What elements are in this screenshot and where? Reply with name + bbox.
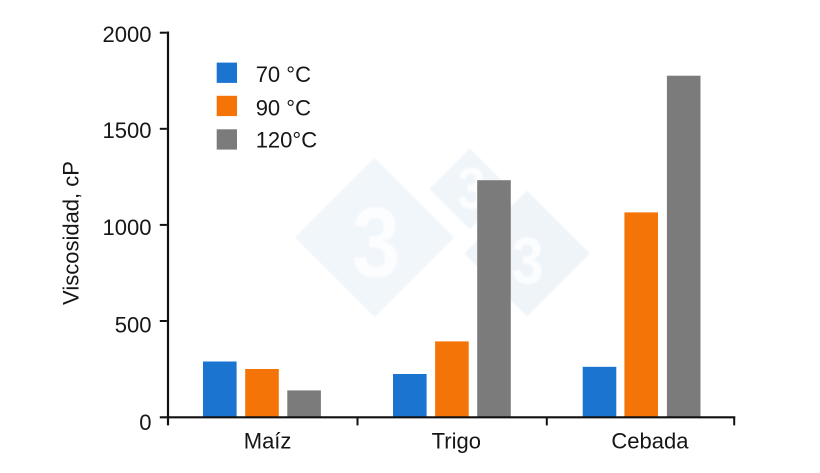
- svg-text:3: 3: [352, 187, 401, 299]
- svg-text:1000: 1000: [103, 215, 152, 240]
- svg-text:2000: 2000: [103, 22, 152, 47]
- svg-text:0: 0: [139, 410, 151, 435]
- svg-text:90 °C: 90 °C: [256, 95, 311, 120]
- svg-text:1500: 1500: [103, 118, 152, 143]
- svg-text:120°C: 120°C: [256, 127, 318, 152]
- svg-text:3: 3: [512, 223, 544, 297]
- svg-text:Trigo: Trigo: [432, 429, 481, 454]
- svg-text:70 °C: 70 °C: [256, 62, 311, 87]
- svg-text:Viscosidad, cP: Viscosidad, cP: [59, 161, 84, 305]
- svg-text:Maíz: Maíz: [244, 429, 292, 454]
- svg-text:500: 500: [115, 313, 152, 338]
- svg-text:Cebada: Cebada: [611, 429, 689, 454]
